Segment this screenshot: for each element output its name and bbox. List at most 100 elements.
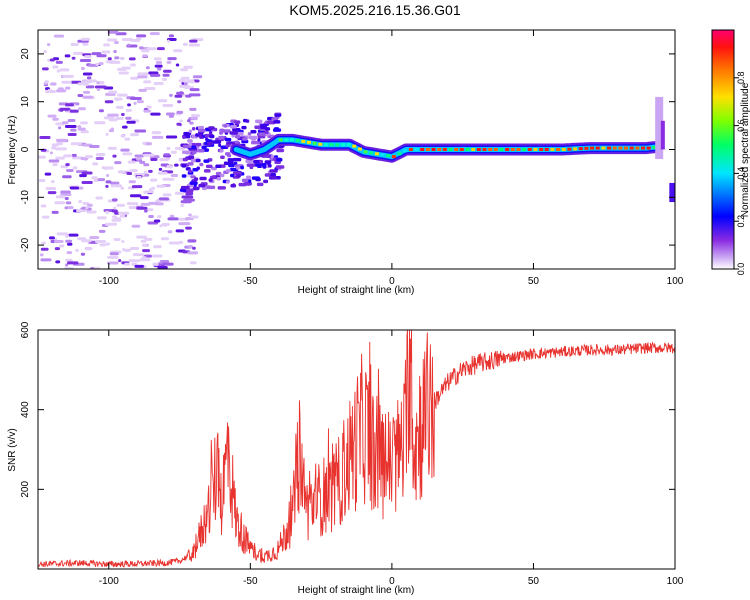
noise-cell <box>65 263 69 267</box>
transition-cell <box>209 131 213 135</box>
noise-cell <box>126 202 139 206</box>
noise-cell <box>97 178 106 182</box>
noise-cell <box>122 125 128 129</box>
noise-cell <box>187 79 195 83</box>
noise-cell <box>71 153 77 157</box>
noise-cell <box>143 80 152 84</box>
noise-cell <box>94 121 106 125</box>
noise-cell <box>109 252 119 256</box>
noise-cell <box>77 127 86 131</box>
snr-ticks: -100 -50 0 50 100 200 400 600 <box>20 321 684 587</box>
noise-cell <box>183 65 193 69</box>
noise-cell <box>55 260 61 264</box>
transition-cell <box>251 176 260 180</box>
transition-cell <box>255 119 263 124</box>
noise-cell <box>86 210 97 214</box>
noise-cell <box>81 180 93 184</box>
noise-cell <box>174 147 185 151</box>
noise-cell <box>134 129 147 133</box>
ridge-core <box>340 143 345 147</box>
spectrogram-ytick-label: 0 <box>20 146 31 152</box>
noise-cell <box>134 264 145 268</box>
ridge-core <box>335 143 340 147</box>
noise-cell <box>49 58 55 62</box>
noise-cell <box>65 239 73 243</box>
noise-cell <box>54 201 66 205</box>
noise-cell <box>144 209 148 213</box>
noise-cell <box>114 161 122 165</box>
spectrogram-xtick-label: -50 <box>243 276 258 287</box>
noise-cell <box>80 130 89 134</box>
noise-cell <box>139 160 146 164</box>
transition-cell <box>188 155 195 159</box>
ridge-core <box>437 148 442 151</box>
ridge-core <box>590 146 595 150</box>
noise-cell <box>151 135 164 139</box>
noise-cell <box>140 196 149 200</box>
noise-cell <box>174 94 183 98</box>
transition-cell <box>187 139 193 143</box>
noise-cell <box>105 242 111 246</box>
noise-cell <box>153 57 162 61</box>
noise-cell <box>39 136 51 140</box>
noise-cell <box>52 117 59 121</box>
noise-cell <box>77 107 86 111</box>
noise-cell <box>108 129 114 133</box>
transition-cell <box>206 185 216 190</box>
noise-cell <box>106 173 110 177</box>
noise-cell <box>59 244 65 248</box>
transition-cell <box>236 166 240 170</box>
noise-cell <box>119 214 126 218</box>
noise-cell <box>64 206 68 210</box>
transition-cell <box>259 160 264 164</box>
noise-cell <box>96 54 107 58</box>
transition-cell <box>230 125 237 129</box>
transition-cell <box>197 125 205 130</box>
transition-cell <box>264 130 269 134</box>
noise-cell <box>67 261 79 265</box>
noise-cell <box>168 34 175 38</box>
noise-cell <box>108 118 118 122</box>
noise-cell <box>180 204 185 208</box>
noise-cell <box>157 215 162 219</box>
transition-cell <box>186 188 194 193</box>
noise-cell <box>72 156 84 160</box>
colorbar-scale <box>711 29 735 270</box>
transition-cell <box>258 132 266 136</box>
noise-cell <box>107 113 119 117</box>
noise-cell <box>134 154 145 158</box>
noise-cell <box>129 133 139 137</box>
noise-cell <box>192 75 203 79</box>
noise-cell <box>192 246 196 250</box>
noise-cell <box>41 241 46 245</box>
ridge-core <box>352 144 357 148</box>
transition-cell <box>195 142 202 147</box>
ridge-core <box>374 152 379 156</box>
transition-cell <box>197 148 205 153</box>
ridge-core <box>618 146 623 150</box>
ridge-core <box>380 153 385 157</box>
transition-cell <box>227 153 232 158</box>
noise-cell <box>130 169 138 173</box>
noise-cell <box>124 137 131 141</box>
transition-cell <box>219 128 225 133</box>
transition-cell <box>269 169 278 173</box>
noise-cell <box>101 50 111 54</box>
noise-cell <box>190 116 198 120</box>
noise-cell <box>128 57 136 61</box>
noise-cell <box>175 63 180 67</box>
transition-cell <box>215 164 222 169</box>
noise-cell <box>150 158 158 162</box>
colorbar-ticks: 0.0 0.2 0.4 0.6 0.8 <box>734 72 746 275</box>
spectrogram-xlabel: Height of straight line (km) <box>298 285 415 296</box>
noise-cell <box>38 178 46 182</box>
noise-cell <box>97 216 107 220</box>
noise-cell <box>118 211 130 215</box>
ridge-core <box>641 146 646 150</box>
ridge-core <box>312 141 317 145</box>
noise-cell <box>120 148 130 152</box>
noise-cell <box>165 184 169 188</box>
noise-cell <box>131 185 143 189</box>
